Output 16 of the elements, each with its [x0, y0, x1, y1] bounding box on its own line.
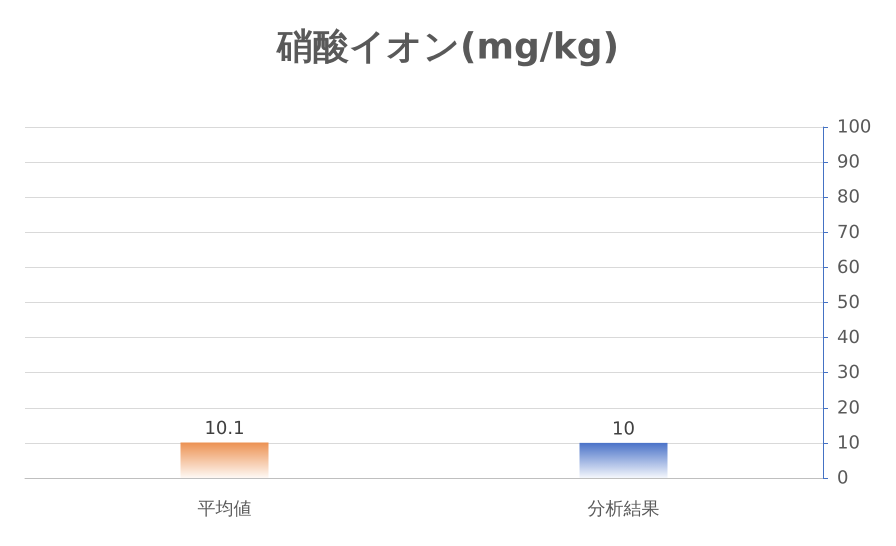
data-label: 10.1 [204, 418, 245, 440]
y-tick-label: 0 [837, 468, 848, 488]
data-label: 10 [612, 418, 635, 440]
y-tick-label: 100 [837, 116, 872, 138]
y-tick-label: 10 [837, 432, 860, 454]
chart-title: 硝酸イオン(mg/kg) [274, 26, 620, 68]
y-tick-label: 90 [837, 152, 860, 173]
y-tick-label: 60 [837, 256, 860, 278]
y-tick-label: 70 [837, 222, 860, 243]
x-tick-label: 分析結果 [588, 498, 660, 520]
y-tick-label: 80 [837, 186, 860, 208]
y-tick-label: 40 [837, 327, 860, 348]
y-tick-label: 20 [837, 397, 860, 418]
x-tick-label: 平均値 [198, 498, 252, 520]
y-tick-label: 50 [837, 292, 860, 313]
y-tick-label: 30 [837, 362, 860, 384]
